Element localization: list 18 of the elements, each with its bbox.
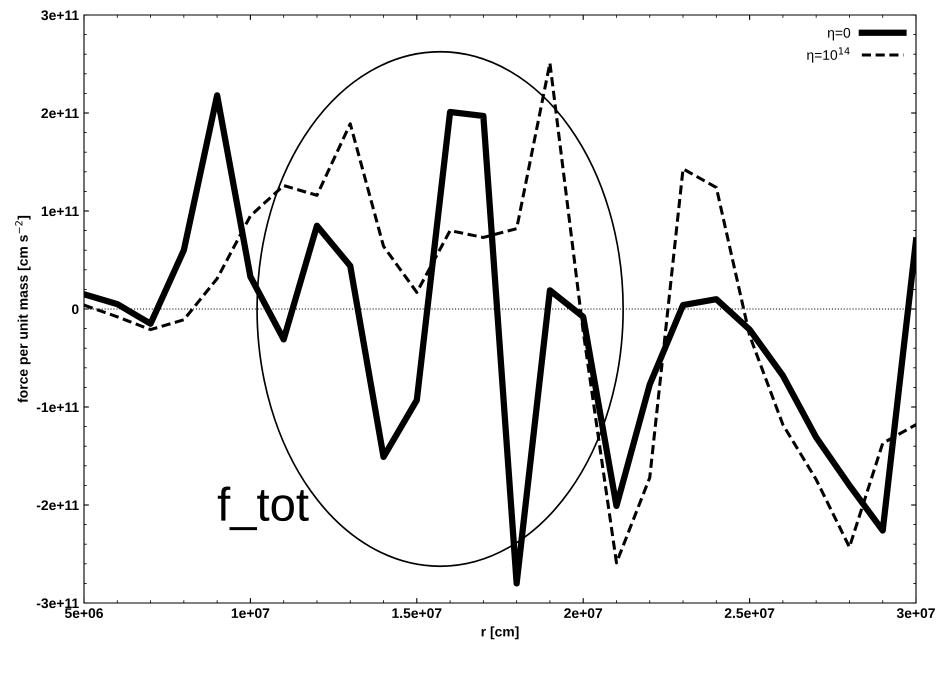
y-tick-label: 1e+11 <box>42 206 79 216</box>
y-tick-label: -1e+11 <box>36 402 79 412</box>
x-tick-label: 3e+07 <box>896 608 935 618</box>
y-tick-label: 3e+11 <box>41 10 79 20</box>
x-tick-label: 1e+07 <box>232 608 270 618</box>
y-tick-label: 2e+11 <box>41 108 79 118</box>
x-tick-label: 1.5e+07 <box>392 608 442 618</box>
y-tick-label: -2e+11 <box>36 500 79 510</box>
x-tick-label: 2e+07 <box>564 608 602 618</box>
x-tick-label: 2.5e+07 <box>724 608 774 618</box>
legend-label: η=10$^{14}$ <box>807 47 850 63</box>
x-tick-label: 5e+06 <box>64 608 104 618</box>
annotation: f_tot <box>218 486 309 530</box>
legend-label: η=0 <box>828 28 850 40</box>
y-tick-label: -3e+11 <box>36 598 79 608</box>
x-axis-title: r [cm] <box>482 626 519 640</box>
y-tick-label: 0 <box>72 304 79 314</box>
y-axis-title: force per unit mass [cm s$^{−2}$] <box>15 216 31 403</box>
